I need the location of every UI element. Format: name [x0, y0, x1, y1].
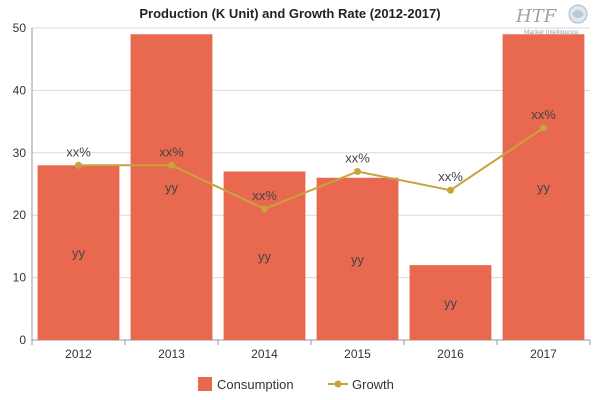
y-tick-label: 0	[19, 333, 26, 347]
growth-line	[78, 127, 545, 211]
growth-point	[261, 205, 268, 213]
x-tick-label: 2016	[437, 347, 464, 361]
bar	[316, 177, 399, 340]
growth-point	[354, 168, 361, 176]
bar	[223, 171, 306, 340]
data-labels: yy yy yy yy yy yy xx% xx% xx% xx% xx% xx%	[66, 107, 556, 311]
bar-data-label: yy	[72, 246, 86, 261]
x-tick-label: 2013	[158, 347, 185, 361]
y-tick-label: 40	[13, 83, 27, 97]
growth-point	[540, 124, 547, 132]
bar	[130, 34, 213, 341]
growth-point	[75, 161, 82, 169]
bar-data-label: yy	[258, 249, 272, 264]
chart-title: Production (K Unit) and Growth Rate (201…	[139, 6, 440, 21]
x-tick-label: 2015	[344, 347, 371, 361]
bar-data-label: yy	[351, 252, 365, 267]
legend-label-growth: Growth	[352, 377, 394, 392]
bar	[502, 34, 585, 341]
line-data-label: xx%	[159, 144, 184, 159]
bar-data-label: yy	[165, 180, 179, 195]
growth-point	[447, 186, 454, 194]
line-data-label: xx%	[531, 107, 556, 122]
legend-label-consumption: Consumption	[217, 377, 294, 392]
line-data-label: xx%	[345, 151, 370, 166]
line-data-label: xx%	[252, 188, 277, 203]
bar	[37, 165, 120, 340]
legend: Consumption Growth	[198, 377, 394, 392]
bar-data-label: yy	[537, 180, 551, 195]
svg-text:HTF: HTF	[515, 6, 558, 27]
htf-logo: HTF Market Intelligence	[512, 2, 592, 40]
bar-data-label: yy	[444, 296, 458, 311]
line-data-label: xx%	[66, 144, 91, 159]
legend-swatch-consumption	[198, 377, 212, 391]
bar-series	[37, 34, 585, 341]
y-tick-label: 50	[13, 21, 27, 35]
line-data-label: xx%	[438, 169, 463, 184]
y-tick-label: 30	[13, 146, 27, 160]
svg-text:Market Intelligence: Market Intelligence	[524, 29, 579, 36]
y-tick-label: 20	[13, 208, 27, 222]
x-tick-label: 2014	[251, 347, 278, 361]
x-tick-label: 2017	[530, 347, 557, 361]
y-tick-label: 10	[13, 271, 27, 285]
axes: 0 10 20 30 40 50 2012 2013 2014 2015 2016 2017	[13, 21, 591, 361]
line-series	[75, 124, 547, 213]
legend-marker-growth	[334, 380, 342, 388]
x-tick-label: 2012	[65, 347, 92, 361]
bar	[409, 265, 492, 340]
growth-point	[168, 161, 175, 169]
